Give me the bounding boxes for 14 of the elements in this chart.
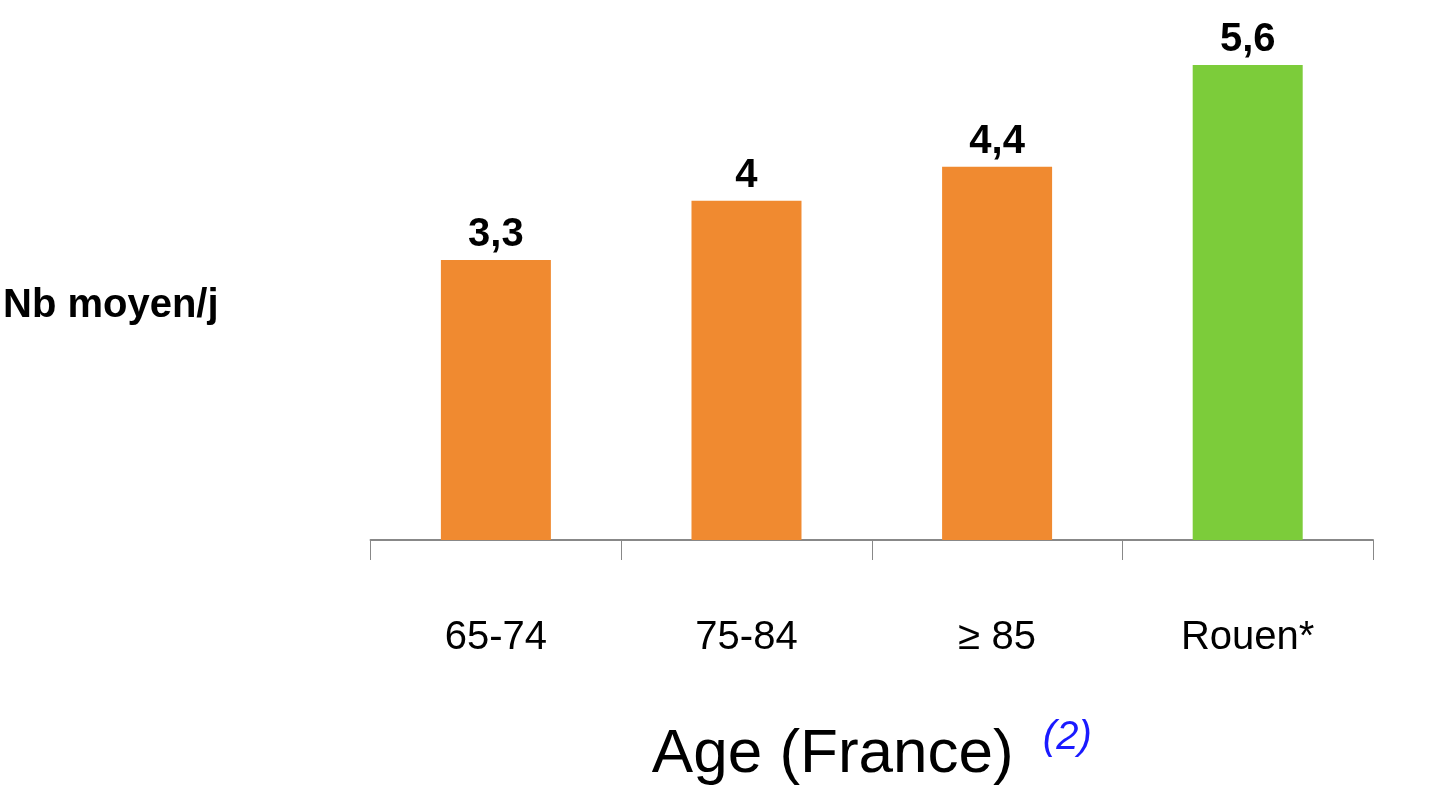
data-label: 5,6 (1219, 15, 1276, 59)
x-tick-label: 75-84 (695, 613, 798, 657)
bar (1192, 65, 1303, 540)
y-axis-title: Nb moyen/j (2, 280, 219, 325)
x-tick-label: Rouen* (1180, 613, 1315, 657)
data-label: 4,4 (969, 116, 1026, 161)
bar (440, 260, 551, 540)
x-tick-label: ≥ 85 (958, 613, 1036, 657)
data-label: 4 (735, 150, 759, 195)
bar (942, 166, 1053, 540)
x-tick-label: 65-74 (444, 613, 548, 657)
data-label: 3,3 (468, 210, 524, 255)
x-axis-title: Age (France) (2) (651, 713, 1092, 785)
bar (691, 200, 802, 540)
